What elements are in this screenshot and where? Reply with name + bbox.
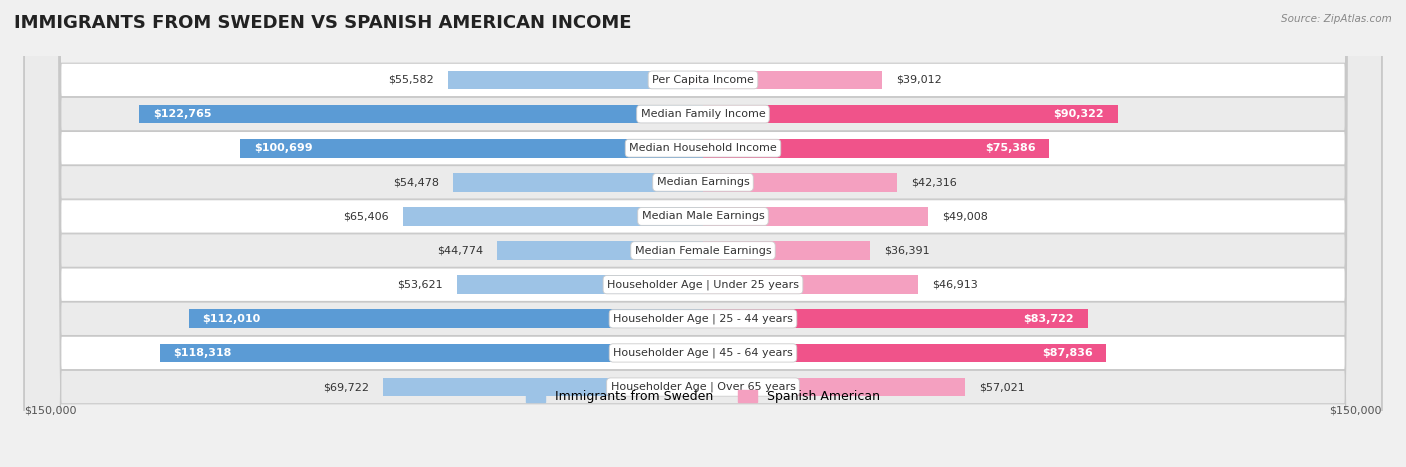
Bar <box>453 173 703 191</box>
Text: Median Earnings: Median Earnings <box>657 177 749 187</box>
Bar <box>457 276 703 294</box>
Text: $118,318: $118,318 <box>173 348 232 358</box>
Text: $46,913: $46,913 <box>932 280 979 290</box>
FancyBboxPatch shape <box>24 0 1382 467</box>
Bar <box>703 310 1087 328</box>
Bar <box>703 276 918 294</box>
Text: $69,722: $69,722 <box>323 382 368 392</box>
Bar <box>703 207 928 226</box>
Bar <box>382 378 703 396</box>
Text: $42,316: $42,316 <box>911 177 957 187</box>
Text: $44,774: $44,774 <box>437 246 484 255</box>
Text: Median Female Earnings: Median Female Earnings <box>634 246 772 255</box>
Text: Median Household Income: Median Household Income <box>628 143 778 153</box>
Text: $53,621: $53,621 <box>398 280 443 290</box>
Text: Householder Age | Under 25 years: Householder Age | Under 25 years <box>607 279 799 290</box>
Text: Householder Age | 45 - 64 years: Householder Age | 45 - 64 years <box>613 348 793 358</box>
Text: $39,012: $39,012 <box>896 75 942 85</box>
Text: $65,406: $65,406 <box>343 212 389 221</box>
Bar <box>498 241 703 260</box>
Text: $90,322: $90,322 <box>1053 109 1104 119</box>
Text: Median Male Earnings: Median Male Earnings <box>641 212 765 221</box>
Text: $57,021: $57,021 <box>979 382 1025 392</box>
Bar <box>139 105 703 123</box>
FancyBboxPatch shape <box>24 0 1382 467</box>
FancyBboxPatch shape <box>24 0 1382 467</box>
Legend: Immigrants from Sweden, Spanish American: Immigrants from Sweden, Spanish American <box>522 385 884 408</box>
FancyBboxPatch shape <box>24 0 1382 467</box>
Bar <box>703 173 897 191</box>
Bar <box>703 71 882 89</box>
Text: Source: ZipAtlas.com: Source: ZipAtlas.com <box>1281 14 1392 24</box>
Text: $49,008: $49,008 <box>942 212 988 221</box>
Bar <box>240 139 703 157</box>
Text: $100,699: $100,699 <box>254 143 314 153</box>
Bar <box>703 378 965 396</box>
Bar <box>703 344 1107 362</box>
Bar <box>402 207 703 226</box>
Bar <box>447 71 703 89</box>
FancyBboxPatch shape <box>24 0 1382 467</box>
Text: $112,010: $112,010 <box>202 314 260 324</box>
Bar <box>159 344 703 362</box>
Text: $55,582: $55,582 <box>388 75 434 85</box>
Bar <box>703 241 870 260</box>
Text: $83,722: $83,722 <box>1024 314 1074 324</box>
Text: Householder Age | Over 65 years: Householder Age | Over 65 years <box>610 382 796 392</box>
Text: IMMIGRANTS FROM SWEDEN VS SPANISH AMERICAN INCOME: IMMIGRANTS FROM SWEDEN VS SPANISH AMERIC… <box>14 14 631 32</box>
Text: $54,478: $54,478 <box>394 177 439 187</box>
FancyBboxPatch shape <box>24 0 1382 467</box>
Text: Per Capita Income: Per Capita Income <box>652 75 754 85</box>
FancyBboxPatch shape <box>24 0 1382 467</box>
Bar <box>703 139 1049 157</box>
Text: $150,000: $150,000 <box>24 406 77 416</box>
Text: $36,391: $36,391 <box>884 246 929 255</box>
FancyBboxPatch shape <box>24 0 1382 467</box>
Text: $122,765: $122,765 <box>153 109 211 119</box>
FancyBboxPatch shape <box>24 0 1382 467</box>
Bar <box>703 105 1118 123</box>
Text: $87,836: $87,836 <box>1042 348 1092 358</box>
Text: Median Family Income: Median Family Income <box>641 109 765 119</box>
Text: Householder Age | 25 - 44 years: Householder Age | 25 - 44 years <box>613 313 793 324</box>
FancyBboxPatch shape <box>24 0 1382 467</box>
Text: $150,000: $150,000 <box>1329 406 1382 416</box>
Bar <box>188 310 703 328</box>
Text: $75,386: $75,386 <box>984 143 1035 153</box>
